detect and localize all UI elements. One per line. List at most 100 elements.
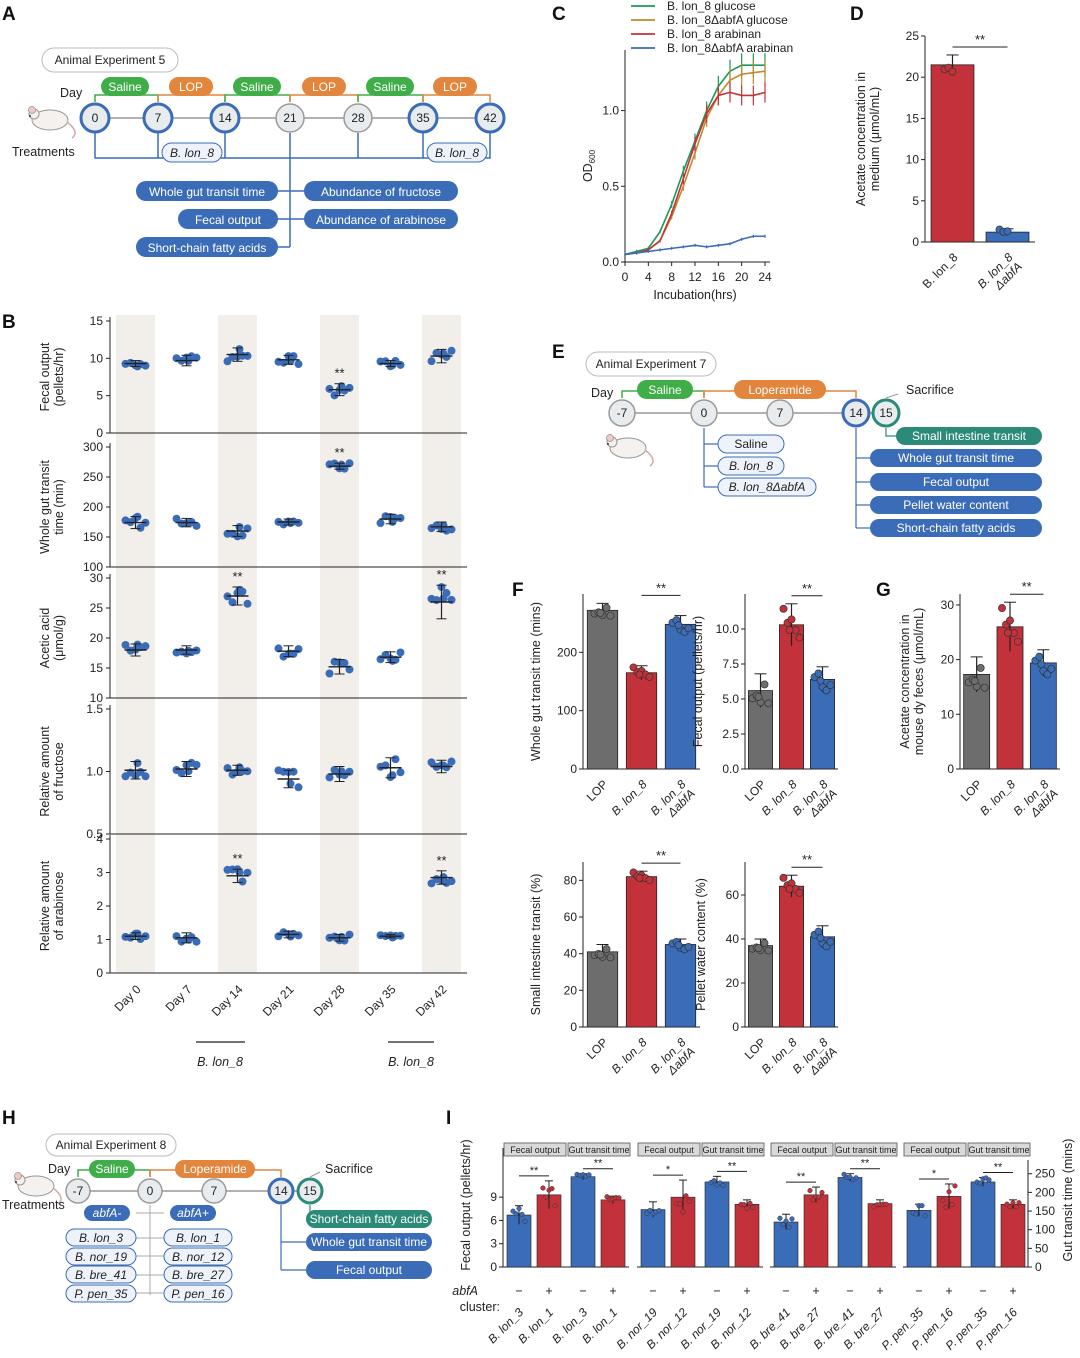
day-label: Day [48, 1162, 71, 1176]
sub-header: Gut transit time [968, 1145, 1029, 1155]
data-point [1004, 628, 1012, 637]
y-axis-label: medium (μmol/mL) [868, 87, 882, 191]
data-point [754, 944, 763, 953]
bar [664, 623, 697, 770]
data-point [586, 1172, 592, 1178]
x-tick-label-group: Day 14 [209, 982, 246, 1019]
x-tick-label: B. lon_8 [920, 250, 961, 291]
sub-header: Fecal output [644, 1145, 694, 1155]
x-tick-label: 16 [712, 270, 726, 284]
y-axis-label: time (min) [52, 479, 66, 535]
y-tick-label: 20 [941, 653, 955, 667]
significance-mark: ** [994, 1161, 1003, 1173]
data-point [543, 1194, 549, 1200]
data-point [635, 670, 644, 679]
data-point [439, 761, 448, 770]
y-axis-label-group: Pellet water content (%) [694, 878, 708, 1011]
y-tick-label: 6 [490, 1213, 497, 1227]
data-point [235, 522, 244, 531]
panel-label-f: F [512, 580, 524, 601]
abfa-sign: + [1009, 1284, 1016, 1298]
y-tick-label: 200 [1035, 1185, 1055, 1199]
data-point [826, 937, 835, 946]
data-point [1016, 1200, 1022, 1206]
sub-header: Gut transit time [835, 1145, 896, 1155]
y-tick-label: 40 [564, 947, 578, 961]
x-tick-label: Day 35 [362, 982, 399, 1019]
y-axis-label: Whole gut transit [38, 460, 52, 554]
data-point [980, 683, 989, 692]
data-point [684, 943, 693, 951]
strain-tag: B. bre_27 [172, 1268, 225, 1282]
strain-tag: B. nor_12 [172, 1250, 224, 1264]
data-point [238, 531, 247, 540]
y-tick-label: 250 [83, 470, 103, 484]
abfa-sign: + [679, 1284, 686, 1298]
strain-tag: B. lon_8 [170, 146, 214, 160]
data-point [789, 1216, 795, 1222]
data-point [1035, 652, 1044, 661]
x-tick-label: 0 [622, 270, 629, 284]
data-point [998, 604, 1006, 613]
day-circles: 0 7 14 21 28 35 42 [79, 102, 506, 134]
legend-entry: B. lon_8 glucose [667, 0, 756, 13]
y-axis-label-group: Acetic acid (μmol/g) [38, 608, 66, 668]
data-point [787, 615, 796, 624]
data-point [274, 644, 283, 653]
legend-entry: B. lon_8ΔabfA glucose [667, 13, 788, 27]
x-tick-label: Day 7 [163, 982, 195, 1014]
sub-header: Fecal output [910, 1145, 960, 1155]
x-tick-label-group: B. lon_8ΔabfA [648, 777, 698, 820]
data-point [192, 937, 201, 946]
x-tick-label: B. lon_8 [977, 777, 1018, 818]
significance-mark: ** [1022, 579, 1032, 594]
data-point [683, 1193, 689, 1199]
measure-pill: Fecal output [195, 213, 262, 227]
sacrifice-label: Sacrifice [906, 383, 954, 397]
data-point [647, 1207, 653, 1213]
data-point [795, 633, 804, 642]
data-point [192, 521, 201, 530]
data-point [684, 624, 693, 633]
y-tick-label: 9 [490, 1190, 497, 1204]
data-point [1047, 664, 1056, 673]
y-tick-label: 200 [557, 645, 577, 659]
data-point [243, 599, 252, 608]
y-tick-label: 15 [90, 314, 104, 328]
group-header: abfA+ [177, 1206, 209, 1220]
data-point [516, 1205, 522, 1212]
data-point [345, 383, 354, 392]
significance-mark: ** [436, 567, 446, 582]
y-tick-label: 0 [1035, 1260, 1042, 1274]
abfa-sign: − [579, 1284, 586, 1298]
y-axis-label-group: Fecal output (pellets/hr) [691, 616, 705, 747]
significance-mark: ** [802, 852, 812, 867]
panel-h-timeline: Animal Experiment 8 Day Treatments Salin… [2, 1133, 432, 1303]
y-tick-label: 0 [96, 966, 103, 980]
y-axis-label-group: Acetate concentration in mouse dy feces (… [898, 608, 926, 756]
bar [867, 1203, 893, 1268]
phase-pill: Saline [95, 1162, 129, 1176]
y-tick-label: 10 [90, 351, 104, 365]
strain-tag: B. lon_8 [435, 146, 479, 160]
data-point [606, 611, 615, 620]
sub-header-box [967, 1142, 1031, 1157]
data-point [238, 877, 247, 886]
data-point [616, 1195, 622, 1201]
data-point [948, 67, 957, 76]
data-point [952, 1183, 958, 1189]
day-node: 7 [777, 406, 784, 420]
y-tick-label: 0.0 [602, 255, 619, 269]
panel-label-g: G [876, 580, 891, 601]
y-tick-label: 2 [96, 899, 103, 913]
data-point [764, 699, 773, 708]
y-axis-label-group: Small intestine transit (%) [529, 874, 543, 1016]
data-point [711, 1178, 717, 1184]
data-point [720, 1182, 726, 1188]
y-tick-label: 100 [83, 560, 103, 574]
bar [837, 1177, 863, 1268]
mouse-icon [605, 433, 654, 467]
day-node: 21 [283, 111, 297, 125]
phase-pill: Saline [373, 80, 407, 94]
